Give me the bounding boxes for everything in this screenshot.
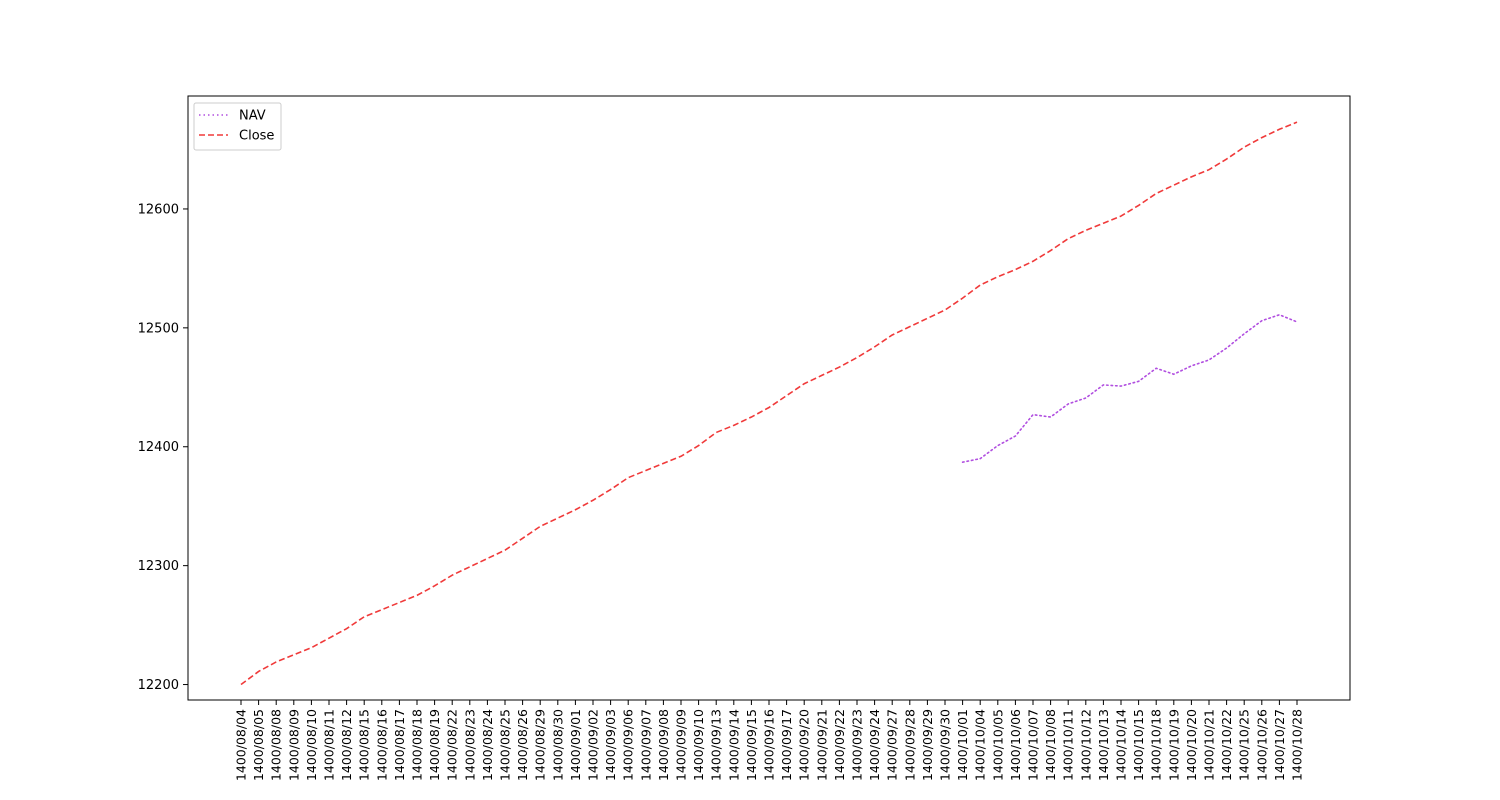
x-tick-label: 1400/09/28 [902,709,917,781]
x-tick-label: 1400/08/04 [234,709,249,781]
plot-lines [240,121,1298,686]
x-axis-ticks: 1400/08/04 1400/08/05 1400/08/08 1400/08/09… [234,700,1305,781]
x-tick-label: 1400/08/19 [427,709,442,781]
x-tick-label: 1400/08/18 [410,709,425,781]
x-tick-label: 1400/10/12 [1078,709,1093,781]
x-tick-label: 1400/09/23 [850,709,865,781]
x-tick-label: 1400/08/11 [322,709,337,781]
x-tick-label: 1400/09/03 [603,709,618,781]
x-tick-label: 1400/08/29 [533,709,548,781]
x-tick-label: 1400/08/30 [550,709,565,781]
x-tick-label: 1400/10/19 [1166,709,1181,781]
x-tick-label: 1400/09/16 [762,709,777,781]
x-tick-label: 1400/09/27 [885,709,900,781]
x-tick-label: 1400/10/22 [1219,709,1234,781]
x-tick-label: 1400/10/21 [1202,709,1217,781]
x-tick-label: 1400/10/01 [955,709,970,781]
x-tick-label: 1400/08/22 [445,709,460,781]
x-tick-label: 1400/10/20 [1184,709,1199,781]
x-tick-label: 1400/08/24 [480,709,495,781]
x-tick-label: 1400/08/08 [269,709,284,781]
x-tick-label: 1400/08/15 [357,709,372,781]
y-tick-label: 12300 [138,559,179,574]
x-tick-label: 1400/09/24 [867,709,882,781]
x-tick-label: 1400/08/12 [339,709,354,781]
legend-box [193,102,282,151]
x-tick-label: 1400/10/04 [973,709,988,781]
series-line-nav [961,313,1298,463]
x-tick-label: 1400/09/29 [920,709,935,781]
x-tick-label: 1400/08/16 [374,709,389,781]
x-tick-label: 1400/10/27 [1272,709,1287,781]
x-tick-label: 1400/09/02 [586,709,601,781]
legend-label-close: Close [239,129,274,144]
x-tick-label: 1400/08/26 [515,709,530,781]
x-tick-label: 1400/10/13 [1096,709,1111,781]
x-tick-label: 1400/09/17 [779,709,794,781]
x-tick-label: 1400/09/06 [621,709,636,781]
x-tick-label: 1400/09/09 [674,709,689,781]
x-tick-label: 1400/09/21 [814,709,829,781]
x-tick-label: 1400/09/13 [709,709,724,781]
y-tick-label: 12600 [138,202,179,217]
x-tick-label: 1400/10/08 [1043,709,1058,781]
x-tick-label: 1400/09/14 [726,709,741,781]
x-tick-label: 1400/08/05 [251,709,266,781]
x-tick-label: 1400/09/07 [638,709,653,781]
x-tick-label: 1400/08/23 [462,709,477,781]
x-tick-label: 1400/10/06 [1008,709,1023,781]
series-line-close [240,121,1298,686]
y-tick-label: 12200 [138,678,179,693]
x-tick-label: 1400/10/14 [1114,709,1129,781]
x-tick-label: 1400/10/26 [1254,709,1269,781]
x-tick-label: 1400/09/10 [691,709,706,781]
y-tick-label: 12400 [138,440,179,455]
x-tick-label: 1400/08/09 [286,709,301,781]
x-tick-label: 1400/09/15 [744,709,759,781]
x-tick-label: 1400/09/01 [568,709,583,781]
plot-area-frame [187,95,1351,701]
x-tick-label: 1400/10/28 [1290,709,1305,781]
x-tick-label: 1400/09/30 [938,709,953,781]
x-tick-label: 1400/09/20 [797,709,812,781]
x-tick-label: 1400/09/08 [656,709,671,781]
x-tick-label: 1400/10/25 [1237,709,1252,781]
x-tick-label: 1400/10/11 [1061,709,1076,781]
x-tick-label: 1400/08/25 [498,709,513,781]
x-tick-label: 1400/08/10 [304,709,319,781]
legend-label-nav: NAV [239,109,266,124]
y-axis-ticks: 12200 12300 12400 12500 12600 [138,202,188,693]
legend: NAV Close [193,102,282,151]
x-tick-label: 1400/09/22 [832,709,847,781]
x-tick-label: 1400/10/07 [1026,709,1041,781]
x-tick-label: 1400/10/18 [1149,709,1164,781]
x-tick-label: 1400/08/17 [392,709,407,781]
x-tick-label: 1400/10/15 [1131,709,1146,781]
x-tick-label: 1400/10/05 [990,709,1005,781]
y-tick-label: 12500 [138,321,179,336]
